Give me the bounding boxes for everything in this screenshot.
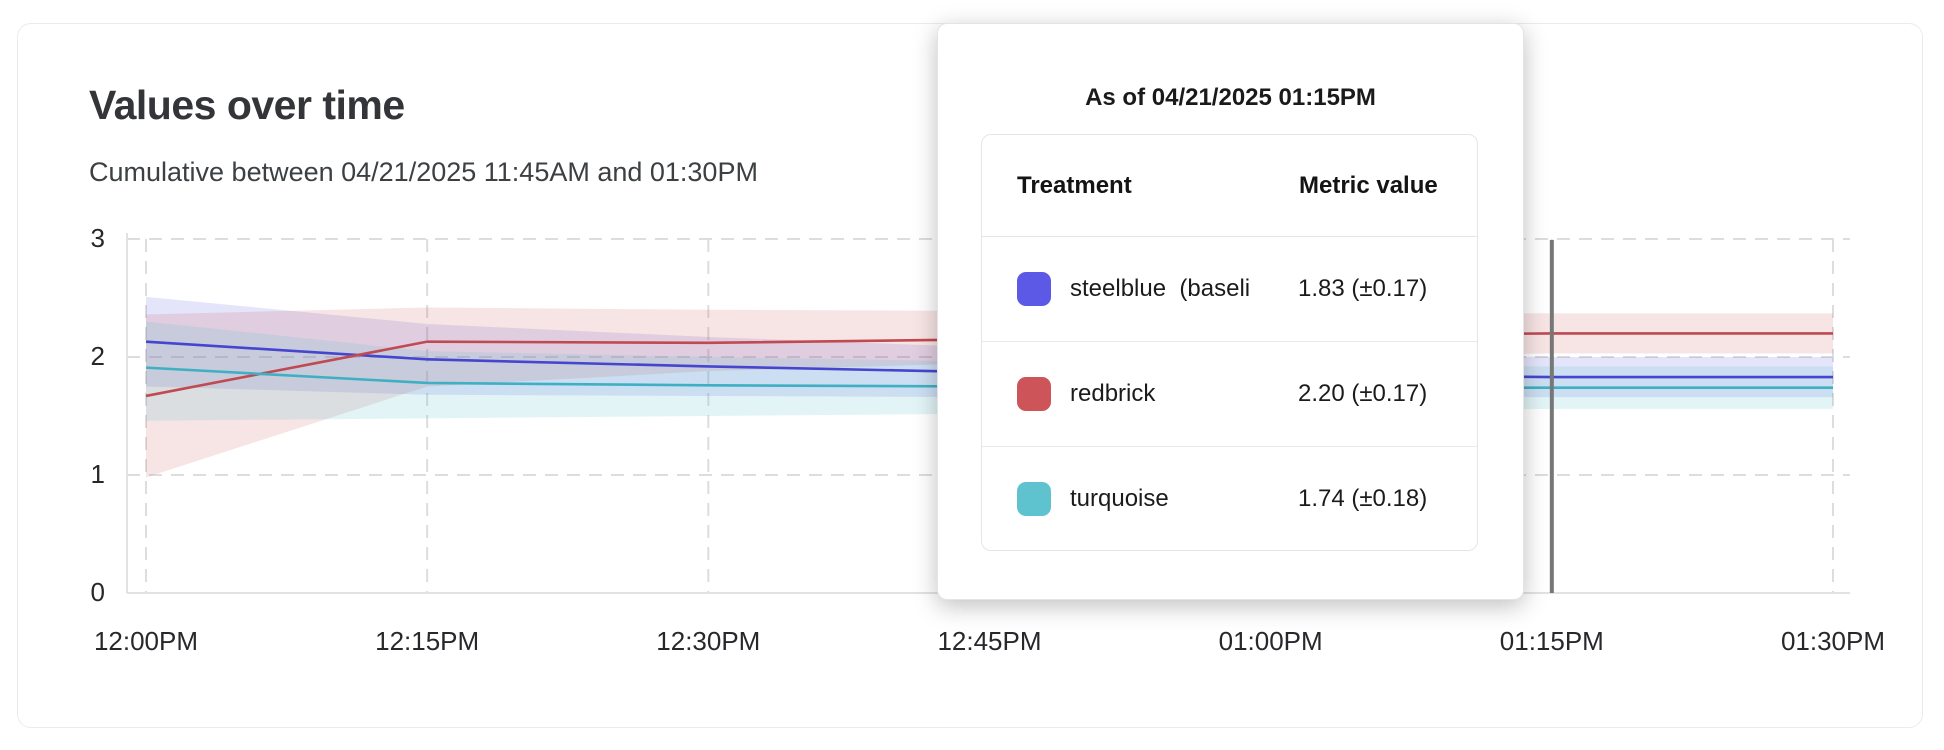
page-title: Values over time [89, 82, 405, 128]
series-value: 1.74 (±0.18) [1298, 485, 1428, 512]
treatment-column-header: Treatment [1017, 171, 1132, 199]
series-label: steelblue (baseli [1070, 275, 1251, 302]
series-swatch-turquoise [1017, 482, 1051, 516]
series-value: 1.83 (±0.17) [1298, 275, 1428, 302]
metric-value-column-header: Metric value [1299, 171, 1438, 199]
tooltip-title: As of 04/21/2025 01:15PM [1085, 84, 1376, 111]
tooltip-row: redbrick 2.20 (±0.17) [982, 341, 1477, 446]
tooltip-table-header: Treatment Metric value [982, 135, 1477, 237]
tooltip-table: Treatment Metric value steelblue (baseli… [981, 134, 1478, 551]
chart-subtitle: Cumulative between 04/21/2025 11:45AM an… [89, 157, 758, 187]
tooltip-row: steelblue (baseli 1.83 (±0.17) [982, 237, 1477, 341]
series-value: 2.20 (±0.17) [1298, 380, 1428, 407]
series-swatch-redbrick [1017, 377, 1051, 411]
series-swatch-steelblue [1017, 272, 1051, 306]
hover-tooltip: As of 04/21/2025 01:15PM Treatment Metri… [937, 23, 1524, 600]
series-label: turquoise [1070, 485, 1169, 512]
series-label: redbrick [1070, 380, 1156, 407]
tooltip-row: turquoise 1.74 (±0.18) [982, 446, 1477, 551]
